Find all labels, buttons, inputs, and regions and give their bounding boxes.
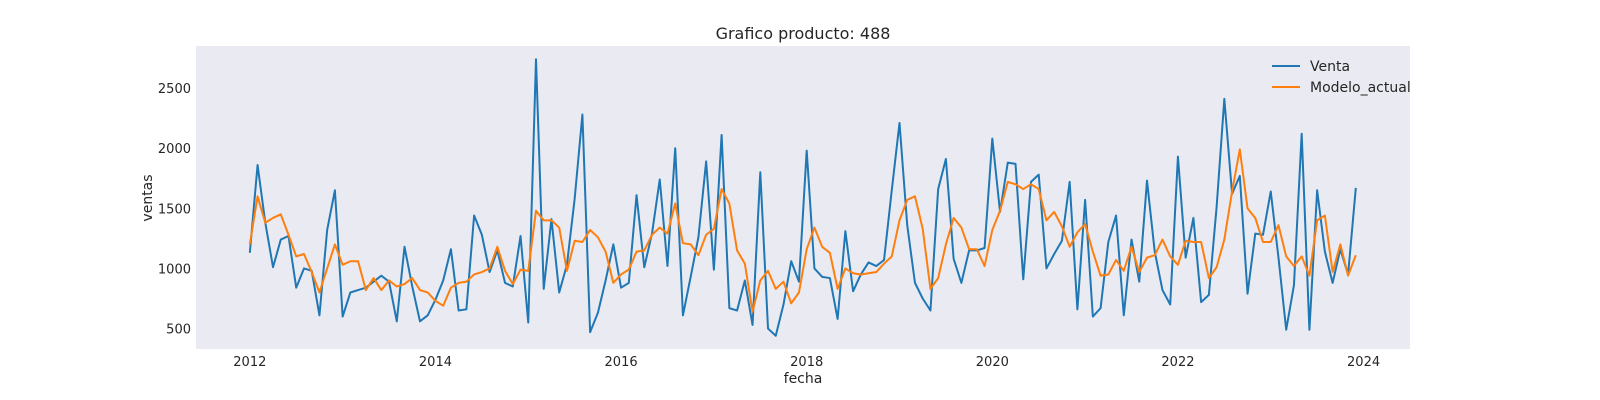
legend: Venta Modelo_actual [1272, 59, 1411, 96]
x-tick-label: 2022 [1161, 355, 1194, 370]
y-axis-ticks: 500 1000 1500 2000 2500 [158, 82, 191, 337]
series-layer [248, 58, 1357, 337]
y-tick-label: 1500 [158, 202, 191, 217]
y-tick-label: 1000 [158, 262, 191, 277]
x-tick-label: 2014 [419, 355, 452, 370]
x-axis-ticks: 2012 2014 2016 2018 2020 2022 2024 [233, 355, 1380, 370]
y-tick-label: 500 [166, 323, 191, 338]
y-axis-label: ventas [140, 174, 156, 221]
x-tick-label: 2012 [233, 355, 266, 370]
y-tick-label: 2000 [158, 142, 191, 157]
x-tick-label: 2018 [790, 355, 823, 370]
x-tick-label: 2016 [605, 355, 638, 370]
x-axis-label: fecha [784, 371, 823, 387]
legend-label-modelo-actual: Modelo_actual [1310, 80, 1411, 96]
series-line-venta [248, 58, 1357, 337]
y-tick-label: 2500 [158, 82, 191, 97]
series-line-modelo-actual [248, 148, 1357, 313]
x-tick-label: 2020 [976, 355, 1009, 370]
legend-label-venta: Venta [1310, 59, 1350, 75]
chart-title: Grafico producto: 488 [716, 24, 891, 43]
x-tick-label: 2024 [1347, 355, 1380, 370]
